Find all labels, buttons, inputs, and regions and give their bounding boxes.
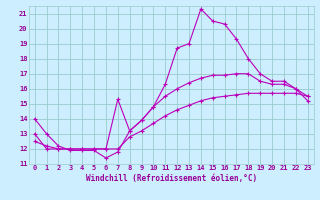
X-axis label: Windchill (Refroidissement éolien,°C): Windchill (Refroidissement éolien,°C)	[86, 174, 257, 183]
